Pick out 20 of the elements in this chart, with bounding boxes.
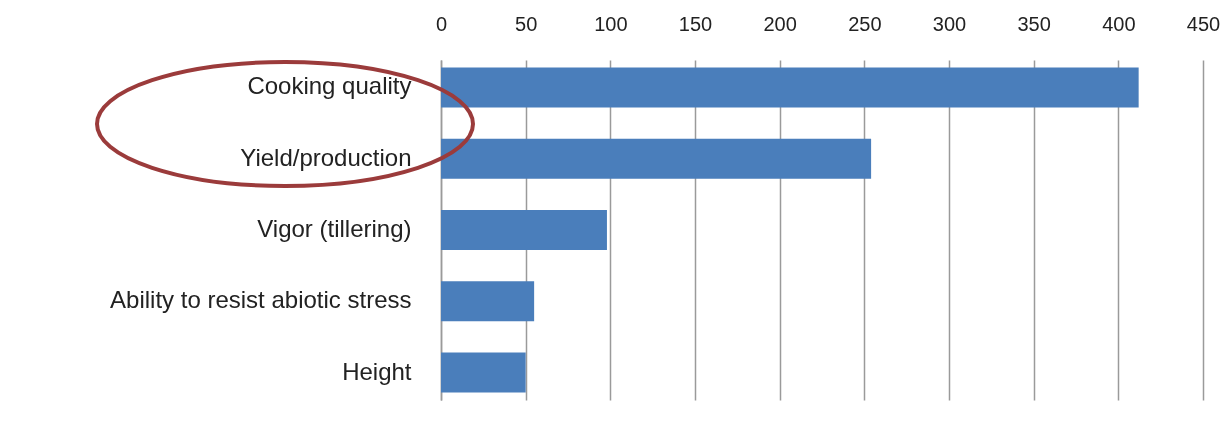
x-tick-label: 450	[1186, 12, 1221, 35]
bar	[441, 138, 872, 179]
x-tick-label: 100	[594, 12, 628, 35]
x-tick-label: 300	[932, 12, 967, 35]
y-tick-label: Ability to resist abiotic stress	[110, 286, 412, 314]
bar	[441, 210, 607, 250]
x-tick-label: 50	[515, 12, 538, 35]
bar	[441, 281, 535, 322]
x-tick-label: 400	[1102, 12, 1136, 35]
y-tick-label: Vigor (tillering)	[257, 215, 412, 242]
y-tick-label: Cooking quality	[247, 72, 412, 100]
bar	[441, 67, 1139, 108]
y-tick-label: Height	[342, 357, 412, 385]
x-tick-label: 250	[848, 12, 882, 35]
bar	[441, 352, 526, 393]
y-tick-label: Yield/production	[240, 143, 412, 171]
x-tick-label: 350	[1017, 12, 1051, 35]
x-tick-label: 150	[678, 12, 713, 35]
x-tick-label: 200	[763, 12, 797, 35]
x-tick-label: 0	[435, 12, 448, 35]
